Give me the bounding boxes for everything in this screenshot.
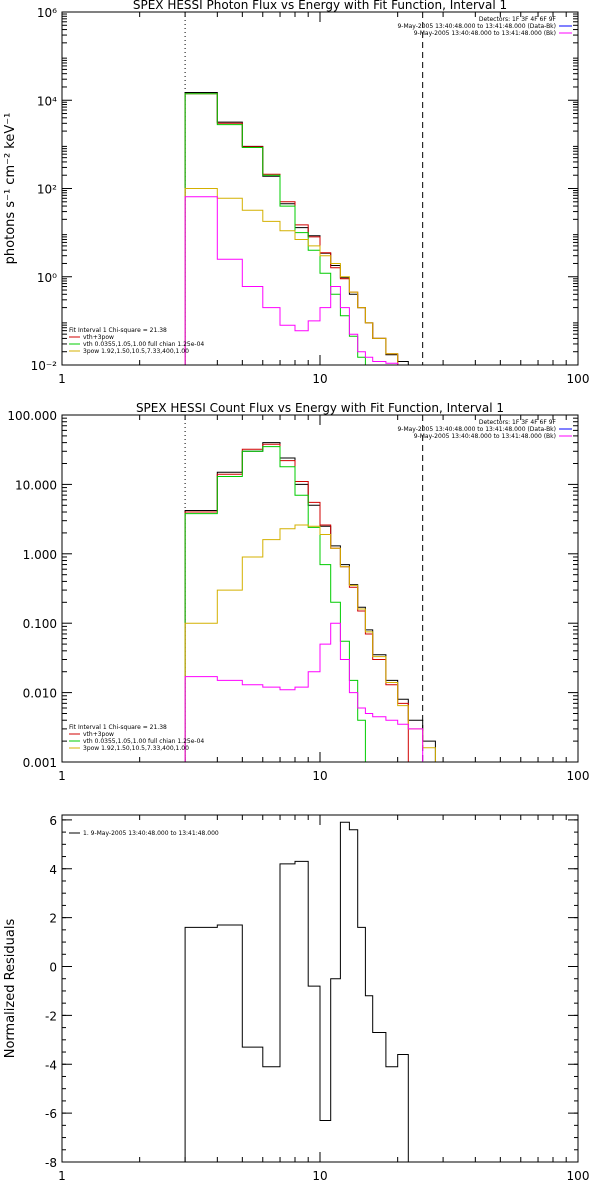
info-line: 9-May-2005 13:40:48.000 to 13:41:48.000 … xyxy=(397,426,556,433)
y-tick-label: 100.000 xyxy=(7,409,57,423)
series-line-5 xyxy=(184,622,424,762)
x-tick-label: 10 xyxy=(312,769,327,783)
x-tick-label: 1 xyxy=(58,1169,66,1183)
y-tick-label: 0.001 xyxy=(23,756,57,770)
x-tick-label: 100 xyxy=(567,372,590,386)
y-tick-label: -6 xyxy=(45,1107,57,1121)
y-tick-label: 10⁻² xyxy=(31,359,58,373)
series-line-5 xyxy=(184,196,409,365)
legend-label: 3pow 1.92,1.50,10.5,7.33,400,1.00 xyxy=(83,745,189,752)
series-group xyxy=(184,821,424,1162)
y-tick-label: -2 xyxy=(45,1009,57,1023)
info-line: Detectors: 1F 3F 4F 6F 9F xyxy=(479,16,557,23)
x-tick-label: 10 xyxy=(312,1169,327,1183)
plot-frame xyxy=(61,414,579,763)
series-group xyxy=(184,92,436,365)
legend-label: vth+3pow xyxy=(83,731,114,738)
chart-panel-2: SPEX HESSI Count Flux vs Energy with Fit… xyxy=(7,401,589,783)
legend-label: 1. 9-May-2005 13:40:48.000 to 13:41:48.0… xyxy=(83,830,219,837)
legend-label: vth+3pow xyxy=(83,334,114,341)
legend-heading: Fit Interval 1 Chi-square = 21.38 xyxy=(69,327,167,334)
chart-panel-1: SPEX HESSI Photon Flux vs Energy with Fi… xyxy=(3,0,589,386)
series-line-3 xyxy=(184,93,366,365)
series-line-1 xyxy=(184,442,436,762)
chart-title: SPEX HESSI Count Flux vs Energy with Fit… xyxy=(136,401,504,415)
info-line: 9-May-2005 13:40:48.000 to 13:41:48.000 … xyxy=(414,30,556,37)
x-tick-label: 100 xyxy=(567,1169,590,1183)
info-line: 9-May-2005 13:40:48.000 to 13:41:48.000 … xyxy=(414,433,556,440)
x-tick-label: 10 xyxy=(312,372,327,386)
y-tick-label: -8 xyxy=(45,1156,57,1170)
legend-heading: Fit Interval 1 Chi-square = 21.38 xyxy=(69,724,167,731)
x-tick-label: 100 xyxy=(567,769,590,783)
x-tick-label: 1 xyxy=(58,372,66,386)
y-tick-label: -4 xyxy=(45,1058,57,1072)
series-line-1 xyxy=(184,92,424,365)
y-tick-label: 4 xyxy=(49,863,57,877)
plot-frame xyxy=(61,814,579,1163)
y-tick-label: 6 xyxy=(49,814,57,828)
chart-title: SPEX HESSI Photon Flux vs Energy with Fi… xyxy=(133,0,507,12)
y-tick-label: 10⁴ xyxy=(37,94,57,108)
y-tick-label: 1.000 xyxy=(23,548,57,562)
legend-label: 3pow 1.92,1.50,10.5,7.33,400,1.00 xyxy=(83,348,189,355)
series-line-1 xyxy=(184,821,424,1162)
series-group xyxy=(184,442,436,762)
y-axis-label: Normalized Residuals xyxy=(3,919,18,1059)
y-tick-label: 0.010 xyxy=(23,687,57,701)
series-line-4 xyxy=(184,188,436,365)
legend-label: vth 0.0355,1.05,1.00 full chian 1.25e-04 xyxy=(83,738,204,745)
y-tick-label: 2 xyxy=(49,912,57,926)
plot-frame xyxy=(61,11,579,366)
series-line-3 xyxy=(184,446,374,762)
chart-panel-3: Normalized Residuals 1 10 100 -8 -6 -4 -2 0 2 4 6 1.… xyxy=(3,814,589,1183)
series-line-4 xyxy=(184,524,436,762)
y-axis-label: photons s⁻¹ cm⁻² keV⁻¹ xyxy=(3,113,18,265)
y-tick-label: 0.100 xyxy=(23,617,57,631)
series-line-2 xyxy=(184,443,409,762)
y-tick-label: 0 xyxy=(49,961,57,975)
info-line: Detectors: 1F 3F 4F 6F 9F xyxy=(479,419,557,426)
x-tick-label: 1 xyxy=(58,769,66,783)
y-tick-label: 10.000 xyxy=(15,478,57,492)
y-tick-label: 10² xyxy=(37,183,57,197)
y-tick-label: 10⁶ xyxy=(37,6,57,20)
y-tick-label: 10⁰ xyxy=(37,271,57,285)
series-line-2 xyxy=(184,93,409,365)
info-line: 9-May-2005 13:40:48.000 to 13:41:48.000 … xyxy=(397,23,556,30)
legend-label: vth 0.0355,1.05,1.00 full chian 1.25e-04 xyxy=(83,341,204,348)
